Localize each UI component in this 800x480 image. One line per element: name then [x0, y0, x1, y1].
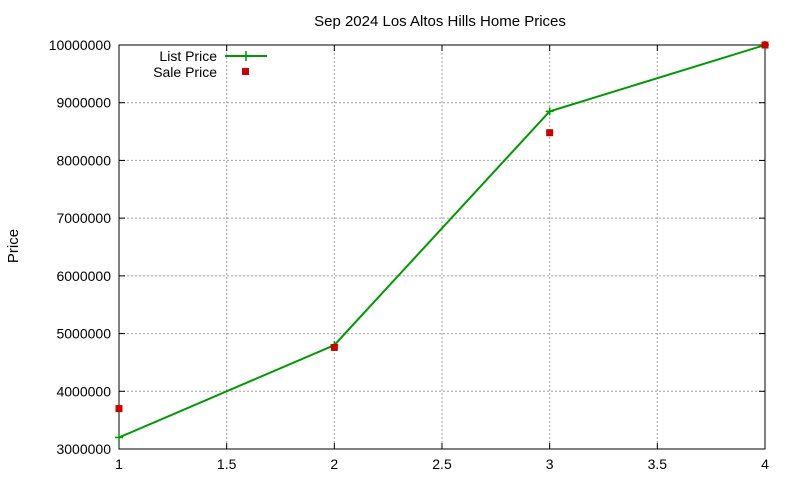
y-tick-label: 6000000 — [56, 268, 111, 284]
legend-label-sale-price: Sale Price — [153, 64, 217, 80]
x-tick-label: 2 — [330, 456, 338, 472]
y-axis-label: Price — [5, 229, 22, 263]
y-tick-label: 10000000 — [49, 37, 112, 53]
series-line-list-price — [118, 44, 766, 439]
grid — [119, 45, 765, 449]
x-tick-label: 4 — [761, 456, 769, 472]
axis-ticks: 1 1.5 2 2.5 3 3.5 4 3000000 4000000 5000000 600000… — [49, 37, 769, 472]
y-tick-label: 8000000 — [56, 152, 111, 168]
list-price-point — [115, 433, 123, 442]
x-tick-label: 1.5 — [217, 456, 237, 472]
legend: List Price Sale Price — [153, 48, 267, 80]
list-price-point — [545, 107, 554, 116]
x-tick-label: 1 — [115, 456, 123, 472]
x-tick-label: 2.5 — [432, 456, 452, 472]
legend-marker-list-price — [241, 51, 251, 61]
y-tick-label: 3000000 — [56, 441, 111, 457]
sale-price-point — [330, 343, 338, 351]
y-tick-label: 4000000 — [56, 383, 111, 399]
y-tick-label: 9000000 — [56, 95, 111, 111]
y-tick-label: 7000000 — [56, 210, 111, 226]
x-tick-label: 3 — [546, 456, 554, 472]
legend-marker-sale-price — [242, 68, 249, 75]
y-tick-label: 5000000 — [56, 326, 111, 342]
sale-price-point — [761, 41, 769, 49]
sale-price-point — [546, 129, 554, 137]
legend-label-list-price: List Price — [159, 48, 217, 64]
series-layer — [115, 41, 769, 442]
x-tick-label: 3.5 — [648, 456, 668, 472]
sale-price-point — [115, 405, 123, 413]
chart-title: Sep 2024 Los Altos Hills Home Prices — [314, 13, 566, 30]
